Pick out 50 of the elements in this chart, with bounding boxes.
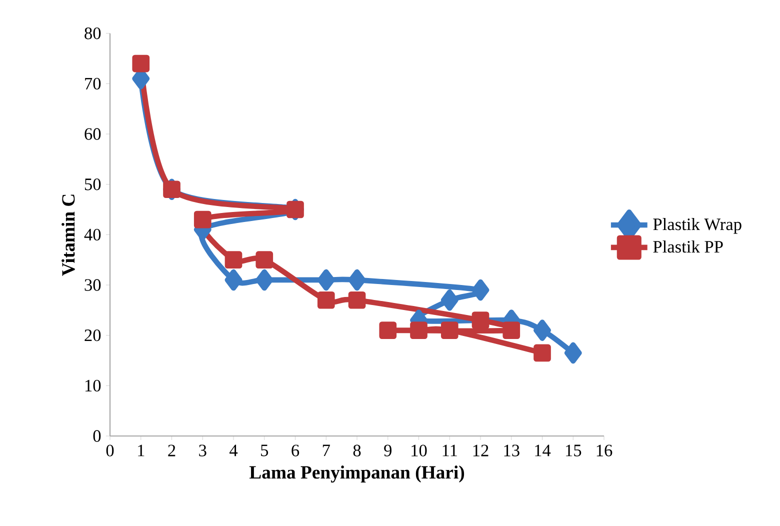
x-tick-label: 15 xyxy=(566,444,582,456)
x-tick-label: 13 xyxy=(504,444,520,456)
y-tick-label: 60 xyxy=(84,128,101,140)
point xyxy=(379,322,397,339)
point xyxy=(440,322,458,339)
x-axis-title: Lama Penyimpanan (Hari) xyxy=(249,466,464,483)
legend-label: Plastik Wrap xyxy=(653,218,742,234)
x-tick-label: 9 xyxy=(384,444,392,456)
x-tick-label: 8 xyxy=(353,444,361,456)
point xyxy=(472,279,490,301)
y-axis-title: Vitamin C xyxy=(62,194,75,276)
x-tick-label: 11 xyxy=(442,444,457,456)
x-tick-label: 0 xyxy=(106,444,114,456)
y-tick-label: 0 xyxy=(93,430,101,442)
x-tick-label: 2 xyxy=(168,444,176,456)
x-tick-label: 16 xyxy=(596,444,612,456)
point xyxy=(317,291,335,309)
legend-label: Plastik PP xyxy=(653,240,723,253)
y-tick-label: 10 xyxy=(85,380,101,392)
point xyxy=(194,210,212,228)
y-tick-label: 80 xyxy=(84,28,101,40)
y-tick-label: 40 xyxy=(84,228,101,241)
y-tick-label: 20 xyxy=(84,329,101,342)
x-tick-label: 10 xyxy=(412,444,427,456)
y-tick-label: 50 xyxy=(84,178,101,190)
point xyxy=(502,322,520,339)
point xyxy=(348,269,366,291)
x-tick-label: 1 xyxy=(138,444,144,456)
x-tick-label: 12 xyxy=(473,444,488,456)
point xyxy=(410,322,428,339)
x-tick-label: 14 xyxy=(535,444,551,456)
x-tick-label: 6 xyxy=(292,444,300,456)
point xyxy=(472,312,490,329)
point xyxy=(440,289,458,311)
point xyxy=(132,54,150,72)
point xyxy=(534,320,551,341)
x-tick-label: 3 xyxy=(199,444,206,456)
point xyxy=(534,344,551,362)
x-tick-label: 4 xyxy=(230,444,238,456)
point xyxy=(348,291,366,309)
point xyxy=(256,251,274,269)
point xyxy=(224,251,242,269)
y-tick-label: 30 xyxy=(84,279,101,291)
x-tick-label: 5 xyxy=(261,444,268,456)
point xyxy=(224,269,242,291)
y-tick-label: 70 xyxy=(85,78,101,90)
point xyxy=(564,342,582,364)
point xyxy=(256,269,274,291)
x-tick-label: 7 xyxy=(322,444,330,456)
point xyxy=(317,269,335,291)
